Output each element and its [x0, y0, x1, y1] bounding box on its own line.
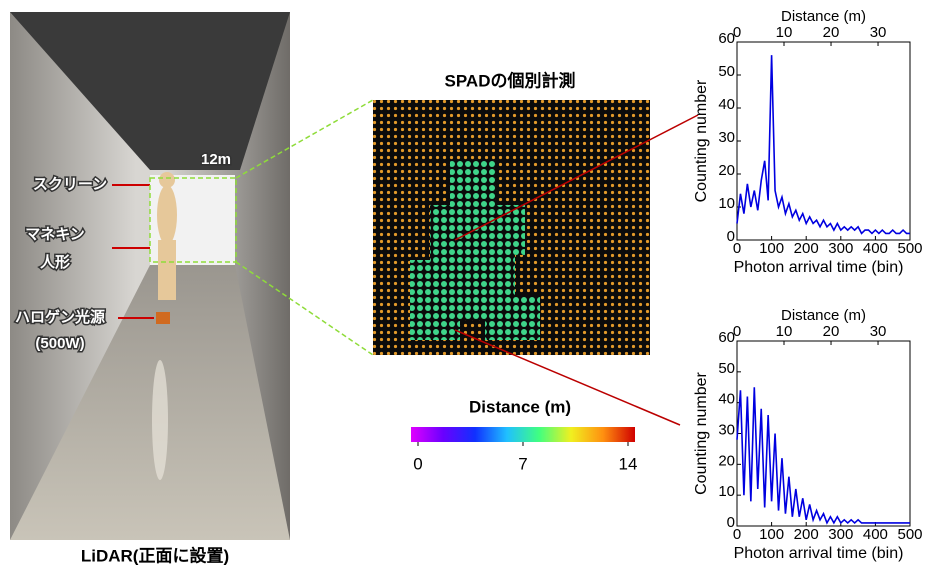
colorbar-tick-label: 14 [619, 454, 638, 473]
lamp-label: (500W) [35, 335, 84, 352]
colorbar-tick-label: 0 [413, 454, 422, 473]
y-tick-label: 20 [718, 162, 735, 179]
x-tick-label: 200 [794, 240, 819, 257]
photo [10, 12, 290, 540]
x2-tick-label: 30 [870, 323, 887, 340]
y-tick-label: 10 [718, 195, 735, 212]
data-line [737, 55, 910, 233]
x-tick-label: 300 [828, 240, 853, 257]
colorbar [411, 427, 635, 442]
colorbar-tick-label: 7 [518, 454, 527, 473]
x-axis-title: Photon arrival time (bin) [734, 545, 904, 562]
plot-frame [737, 42, 910, 240]
x-tick-label: 100 [759, 526, 784, 543]
y-tick-label: 50 [718, 360, 735, 377]
spad-title: SPADの個別計測 [445, 70, 576, 90]
x-tick-label: 100 [759, 240, 784, 257]
x-tick-label: 400 [863, 240, 888, 257]
x-tick-label: 200 [794, 526, 819, 543]
photo-caption: LiDAR(正面に設置) [81, 545, 229, 565]
y-tick-label: 20 [718, 452, 735, 469]
y-tick-label: 40 [718, 391, 735, 408]
x-tick-label: 0 [733, 526, 741, 543]
y-tick-label: 30 [718, 421, 735, 438]
distance-label: 12m [201, 151, 231, 168]
x2-tick-label: 0 [733, 24, 741, 41]
y-axis-title: Counting number [693, 371, 710, 494]
x-tick-label: 0 [733, 240, 741, 257]
lamp-label: ハロゲン光源 [15, 308, 105, 326]
x-tick-label: 500 [897, 240, 922, 257]
x2-tick-label: 20 [823, 24, 840, 41]
data-line [737, 387, 910, 523]
x-tick-label: 400 [863, 526, 888, 543]
x2-axis-title: Distance (m) [781, 8, 866, 25]
plot-frame [737, 341, 910, 526]
x2-tick-label: 20 [823, 323, 840, 340]
mannequin-label: マネキン [25, 226, 85, 243]
x-tick-label: 500 [897, 526, 922, 543]
spad-image [373, 100, 650, 355]
x2-axis-title: Distance (m) [781, 307, 866, 324]
y-tick-label: 50 [718, 63, 735, 80]
colorbar-label: Distance (m) [469, 397, 571, 416]
mannequin-label: 人形 [40, 253, 70, 271]
x-axis-title: Photon arrival time (bin) [734, 259, 904, 276]
screen-label: スクリーン [33, 176, 107, 193]
y-tick-label: 40 [718, 96, 735, 113]
x2-tick-label: 0 [733, 323, 741, 340]
x2-tick-label: 10 [776, 24, 793, 41]
x-tick-label: 300 [828, 526, 853, 543]
x2-tick-label: 30 [870, 24, 887, 41]
y-tick-label: 30 [718, 129, 735, 146]
y-tick-label: 10 [718, 483, 735, 500]
figure: 12m スクリーン マネキン 人形 ハロゲン光源 (500W) LiDAR(正面… [0, 0, 928, 570]
y-axis-title: Counting number [693, 79, 710, 202]
x2-tick-label: 10 [776, 323, 793, 340]
